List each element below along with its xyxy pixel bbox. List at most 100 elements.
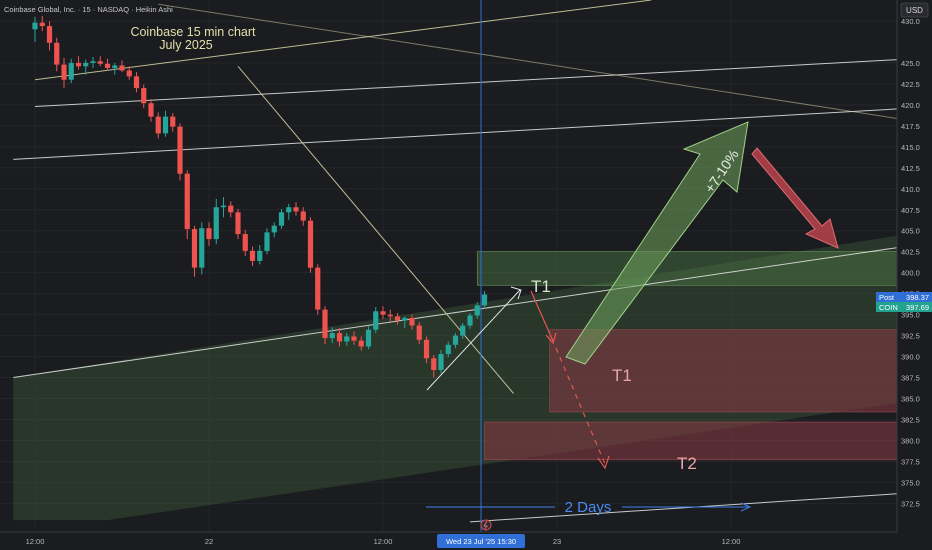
label-duration: 2 Days [565, 499, 612, 516]
candle-body [402, 317, 408, 321]
price-axis[interactable] [897, 0, 932, 532]
big-green-arrow [565, 121, 749, 365]
trendline [469, 490, 932, 523]
candle-body [387, 314, 393, 317]
candle-body [191, 229, 198, 268]
price-tick-label: 375.0 [901, 478, 920, 487]
label-t1-green: T1 [531, 277, 551, 296]
candle-body [75, 62, 82, 67]
candle-body [315, 267, 321, 310]
zone-T1-red [549, 329, 932, 413]
crosshair-time-label: Wed 23 Jul '25 15:30 [446, 537, 516, 546]
price-tick-label: 402.5 [901, 248, 920, 257]
annotation-title-line1: Coinbase 15 min chart [130, 25, 256, 39]
candle-body [242, 234, 248, 251]
candle-body [307, 220, 314, 268]
label-t2: T2 [677, 454, 697, 473]
projection-down-dashed [555, 347, 606, 465]
candle-body [286, 207, 292, 213]
time-tick-label: 23 [553, 537, 561, 546]
time-tick-label: 22 [205, 537, 213, 546]
post-price-tag-value: 398.37 [906, 293, 929, 302]
candle-body [141, 88, 147, 104]
time-tick-label: 12:00 [26, 537, 45, 546]
trendline [34, 57, 932, 108]
trendline [13, 242, 932, 379]
coin-price-tag [876, 302, 932, 312]
candle-body [409, 317, 415, 326]
candle-body [416, 325, 422, 340]
candle-body [199, 228, 205, 268]
candle-body [32, 22, 38, 30]
candle-body [445, 344, 451, 355]
currency-label: USD [906, 6, 923, 15]
label-t1-red: T1 [612, 366, 632, 385]
candle-body [39, 22, 45, 27]
candle-body [228, 205, 234, 213]
candle-body [474, 305, 480, 316]
price-tick-label: 417.5 [901, 122, 920, 131]
lightning-icon[interactable] [480, 519, 492, 531]
candle-body [452, 335, 459, 345]
candle-body [394, 316, 401, 321]
candle-body [104, 63, 111, 68]
candle-body [54, 42, 60, 65]
zone-layer [13, 57, 932, 521]
candle-body [170, 116, 176, 127]
candle-body [220, 205, 227, 208]
price-tick-label: 372.5 [901, 499, 920, 508]
candle-body [467, 315, 473, 326]
candle-body [184, 173, 190, 230]
candle-body [300, 211, 306, 221]
price-tick-label: 392.5 [901, 332, 920, 341]
price-tick-label: 380.0 [901, 436, 920, 445]
price-tick-label: 410.0 [901, 185, 920, 194]
candle-body [213, 207, 219, 240]
price-tick-label: 400.0 [901, 269, 920, 278]
candle-body [61, 64, 67, 80]
trendline [13, 106, 932, 160]
price-tick-label: 387.5 [901, 374, 920, 383]
candle-body [249, 250, 256, 261]
trendline [34, 0, 652, 81]
candle-body [90, 61, 96, 63]
price-tick-label: 390.0 [901, 353, 920, 362]
candle-body [162, 116, 169, 134]
projection-up-arrowhead [510, 286, 522, 300]
candle-body [336, 333, 343, 342]
candle-body [322, 309, 328, 339]
price-tick-label: 395.0 [901, 311, 920, 320]
candle-body [431, 358, 437, 370]
candle-body [97, 61, 103, 64]
trendline [237, 65, 514, 394]
candle-body [278, 212, 285, 226]
trendline [158, 3, 932, 125]
projection-layer [426, 121, 839, 512]
candle-body [68, 62, 74, 80]
candle-body [235, 212, 241, 235]
currency-badge[interactable] [900, 2, 929, 18]
candle-body [46, 26, 53, 43]
projection-up-line [426, 289, 521, 391]
zone-T2 [484, 421, 932, 461]
price-tick-label: 422.5 [901, 80, 920, 89]
candle-body [293, 207, 299, 212]
coin-price-tag-value: 397.69 [906, 303, 929, 312]
time-tick-label: 12:00 [722, 537, 741, 546]
projection-down-dashed-head [597, 455, 610, 470]
coin-price-tag-label: COIN [879, 303, 898, 312]
candle-body [351, 336, 357, 341]
price-tick-label: 430.0 [901, 17, 920, 26]
candle-body [380, 311, 386, 315]
price-tick-label: 412.5 [901, 164, 920, 173]
projection-down-arrowhead [545, 332, 557, 345]
price-tick-label: 425.0 [901, 59, 920, 68]
candle-body [271, 225, 277, 233]
time-tick-label: 12:00 [374, 537, 393, 546]
candle-body [126, 70, 132, 77]
candle-body [373, 311, 379, 330]
annotation-title-line2: July 2025 [159, 38, 213, 52]
post-price-tag [876, 292, 932, 302]
